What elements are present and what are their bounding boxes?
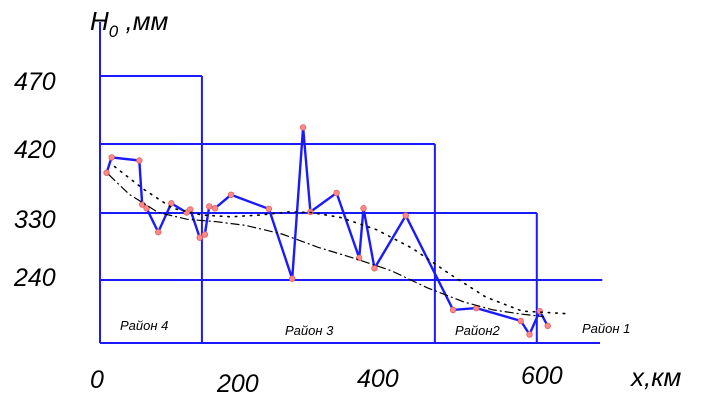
data-point-marker	[265, 205, 273, 213]
x-tick-label-0: 0	[90, 366, 104, 394]
region-label-2: Район 3	[285, 323, 334, 338]
data-point-marker	[196, 234, 203, 241]
data-point-marker	[526, 331, 533, 338]
data-point-marker	[168, 200, 175, 207]
measured-series-line	[105, 127, 549, 337]
y-tick-label-470: 470	[14, 68, 56, 96]
data-point-marker	[536, 307, 543, 315]
y-tick-label-420: 420	[14, 136, 56, 164]
data-point-marker	[517, 317, 524, 325]
data-point-marker	[205, 203, 213, 210]
trend-dash-dot-line	[108, 174, 545, 318]
region-label-1: Район 4	[120, 318, 168, 333]
data-point-marker	[402, 212, 409, 219]
data-point-marker	[108, 154, 115, 161]
data-point-marker	[299, 124, 307, 131]
data-point-marker	[155, 228, 162, 236]
data-point-marker	[227, 191, 235, 198]
series-layer	[103, 124, 567, 338]
x-axis-title: x,км	[629, 362, 682, 392]
data-point-marker	[288, 275, 296, 282]
axes	[99, 22, 600, 344]
data-point-marker	[360, 205, 367, 212]
data-point-marker	[187, 206, 194, 213]
y-tick-label-240: 240	[13, 264, 56, 292]
x-tick-label-600: 600	[521, 362, 563, 390]
trend-dotted-line	[113, 165, 567, 315]
region-boxes	[100, 75, 603, 343]
data-point-marker	[211, 205, 219, 212]
data-point-marker	[103, 169, 110, 176]
data-point-marker	[136, 157, 143, 164]
data-point-marker	[333, 189, 340, 197]
data-point-marker	[544, 322, 551, 330]
y-tick-label-330: 330	[14, 206, 56, 234]
labels: H0 ,мм 470 420 330 240 0 200 400 600 x,км Район 4 Р…	[13, 6, 682, 394]
x-tick-label-400: 400	[357, 365, 399, 393]
x-tick-label-200: 200	[216, 370, 259, 394]
data-point-marker	[201, 231, 209, 238]
data-point-marker	[143, 205, 150, 212]
region-label-4: Район 1	[582, 321, 630, 336]
data-point-marker	[371, 265, 378, 272]
data-point-marker	[449, 306, 457, 314]
region-label-3: Район2	[455, 323, 501, 338]
y-axis-title: H0 ,мм	[90, 6, 169, 41]
